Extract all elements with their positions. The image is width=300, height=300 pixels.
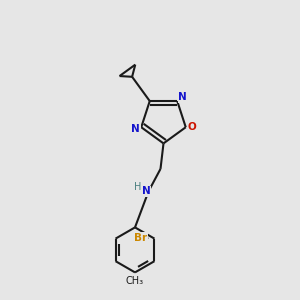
Text: Br: Br: [134, 233, 148, 243]
Text: N: N: [178, 92, 187, 103]
Text: O: O: [188, 122, 197, 132]
Text: CH₃: CH₃: [126, 276, 144, 286]
Text: N: N: [131, 124, 140, 134]
Text: H: H: [134, 182, 142, 193]
Text: N: N: [142, 186, 151, 197]
